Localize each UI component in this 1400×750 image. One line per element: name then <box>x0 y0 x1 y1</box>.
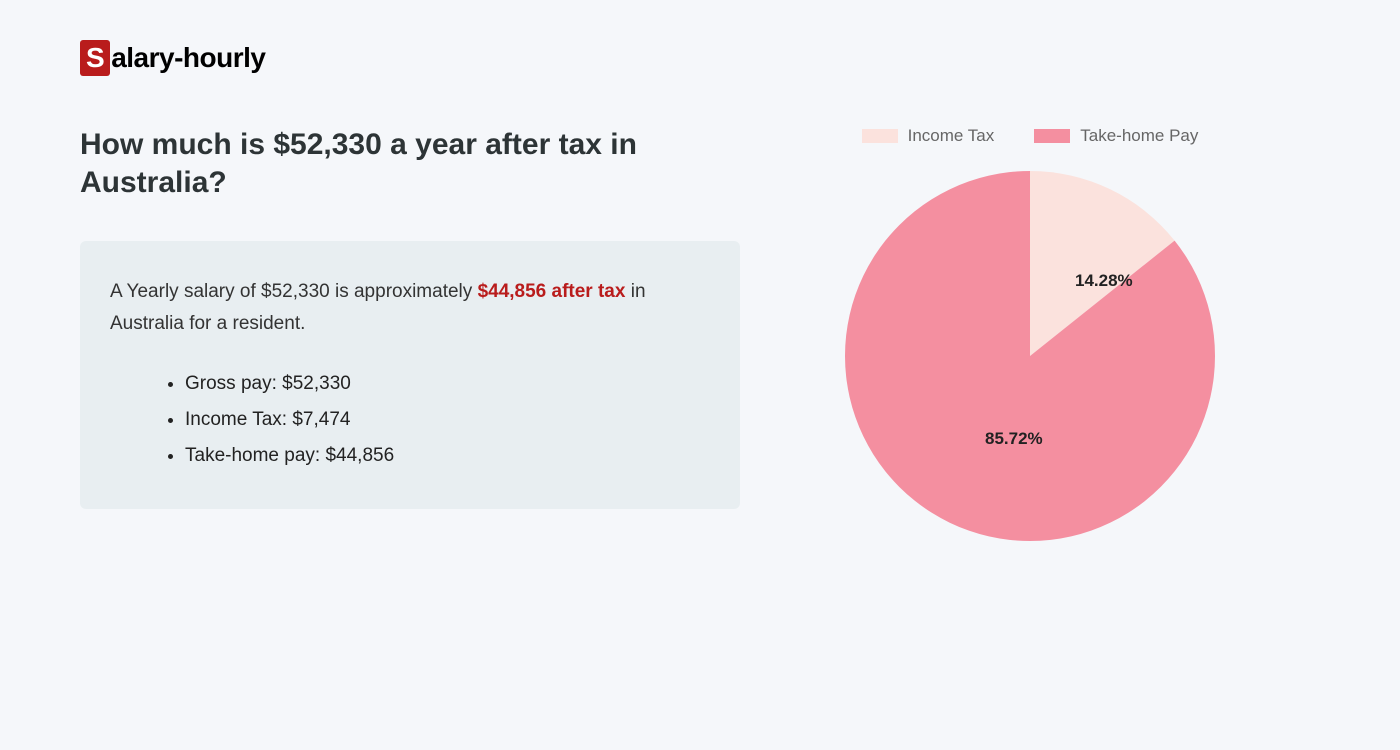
site-logo: Salary-hourly <box>80 40 1320 76</box>
list-item: Income Tax: $7,474 <box>185 402 710 438</box>
legend-swatch <box>862 129 898 143</box>
list-item: Take-home pay: $44,856 <box>185 438 710 474</box>
legend-label: Income Tax <box>908 126 995 146</box>
summary-box: A Yearly salary of $52,330 is approximat… <box>80 241 740 509</box>
slice-label-takehome: 85.72% <box>985 429 1043 449</box>
legend-item-tax: Income Tax <box>862 126 995 146</box>
legend-item-takehome: Take-home Pay <box>1034 126 1198 146</box>
slice-label-tax: 14.28% <box>1075 271 1133 291</box>
chart-column: Income Tax Take-home Pay 14.28% 85.72% <box>820 126 1240 551</box>
text-column: How much is $52,330 a year after tax in … <box>80 126 740 551</box>
legend-label: Take-home Pay <box>1080 126 1198 146</box>
logo-text: alary-hourly <box>111 42 265 74</box>
page-title: How much is $52,330 a year after tax in … <box>80 126 740 201</box>
summary-prefix: A Yearly salary of $52,330 is approximat… <box>110 281 478 302</box>
list-item: Gross pay: $52,330 <box>185 366 710 402</box>
pie-svg <box>845 161 1215 551</box>
summary-emphasis: $44,856 after tax <box>478 281 626 302</box>
breakdown-list: Gross pay: $52,330 Income Tax: $7,474 Ta… <box>110 366 710 474</box>
chart-legend: Income Tax Take-home Pay <box>862 126 1199 146</box>
pie-chart: 14.28% 85.72% <box>845 161 1215 551</box>
summary-sentence: A Yearly salary of $52,330 is approximat… <box>110 276 710 341</box>
main-content: How much is $52,330 a year after tax in … <box>80 126 1320 551</box>
logo-mark: S <box>80 40 110 76</box>
legend-swatch <box>1034 129 1070 143</box>
